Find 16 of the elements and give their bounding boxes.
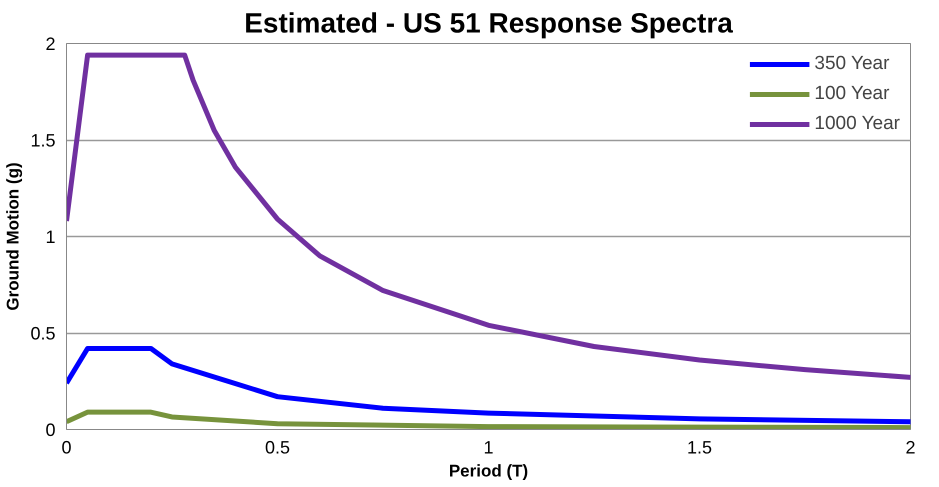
- legend-label: 350 Year: [814, 53, 890, 75]
- x-axis-title: Period (T): [448, 462, 528, 480]
- y-tick-label: 1: [45, 227, 56, 247]
- x-tick-label: 1.5: [686, 438, 712, 458]
- x-tick-label: 1: [483, 438, 494, 458]
- x-tick-label: 0: [61, 438, 72, 458]
- x-tick-label: 2: [905, 438, 916, 458]
- y-tick-label: 0: [45, 420, 56, 440]
- legend-label: 1000 Year: [814, 113, 900, 135]
- chart-title: Estimated - US 51 Response Spectra: [244, 8, 734, 38]
- y-tick-label: 2: [45, 34, 56, 54]
- x-tick-label: 0.5: [264, 438, 290, 458]
- y-axis-title: Ground Motion (g): [3, 162, 22, 311]
- y-tick-label: 0.5: [30, 324, 56, 344]
- y-tick-label: 1.5: [30, 130, 56, 150]
- legend-label: 100 Year: [814, 83, 890, 105]
